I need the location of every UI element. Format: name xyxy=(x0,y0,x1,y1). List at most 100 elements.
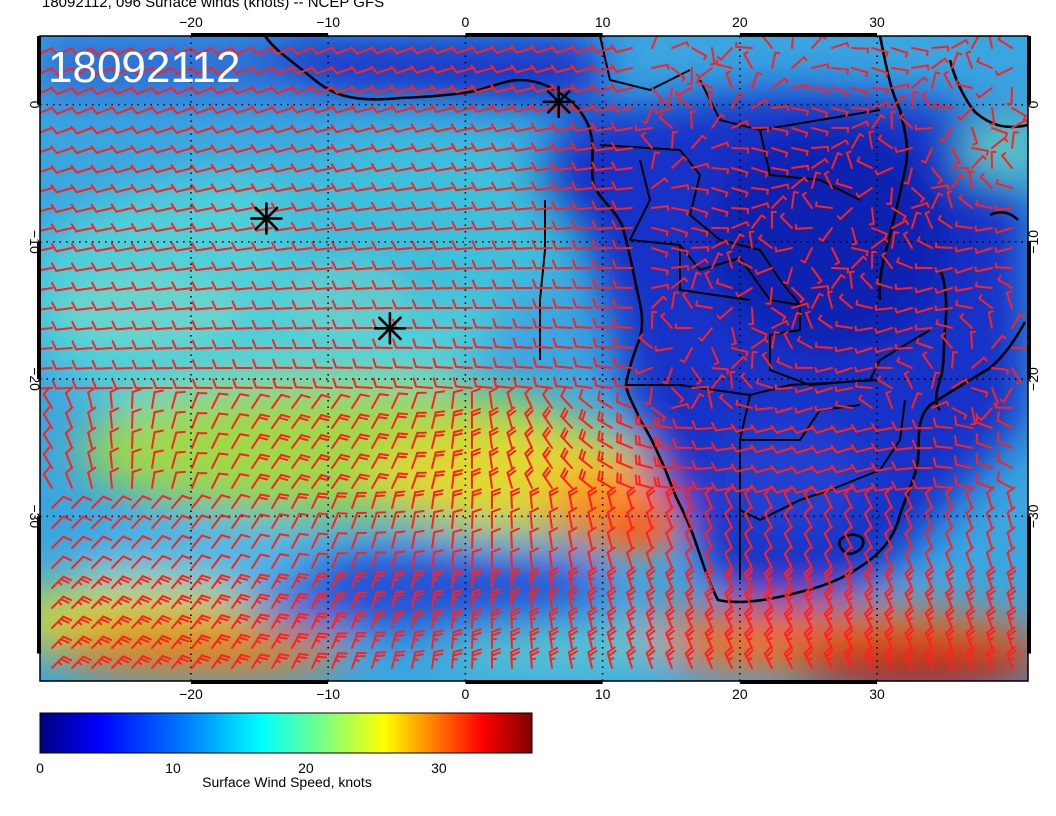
wind-barb xyxy=(51,655,73,669)
wind-barb xyxy=(392,377,413,389)
wind-barb xyxy=(974,225,993,232)
wind-barb xyxy=(903,370,913,389)
wind-barb xyxy=(987,310,994,329)
map-title: 18092112, 096 Surface winds (knots) -- N… xyxy=(42,0,385,11)
wind-barb xyxy=(271,300,293,310)
wind-barb xyxy=(751,202,770,209)
wind-barb xyxy=(935,319,953,329)
wind-barb xyxy=(191,534,212,549)
wind-barb xyxy=(529,587,540,609)
wind-barb xyxy=(230,66,253,75)
wind-barb xyxy=(651,247,669,258)
wind-barb xyxy=(151,281,173,291)
wind-barb xyxy=(870,422,893,432)
wind-barb xyxy=(171,654,192,669)
wind-barb xyxy=(779,212,793,229)
wind-barb xyxy=(890,110,897,129)
wind-barb xyxy=(471,488,482,509)
wind-barb xyxy=(391,279,413,290)
wind-barb xyxy=(391,472,409,489)
wind-barb xyxy=(951,147,961,165)
wind-barb xyxy=(351,221,373,232)
wind-barb xyxy=(691,480,713,491)
wind-barb xyxy=(40,327,53,331)
wind-barb xyxy=(744,486,753,509)
wind-barb xyxy=(791,287,805,303)
wind-barb xyxy=(351,241,373,251)
wind-barb xyxy=(111,340,133,350)
wind-barb xyxy=(471,201,493,211)
wind-barb xyxy=(471,181,493,192)
wind-barb xyxy=(691,47,708,61)
wind-barb xyxy=(651,295,668,309)
wind-barb xyxy=(651,267,669,276)
wind-barb xyxy=(975,199,993,209)
wind-barb xyxy=(616,392,633,409)
wind-barb xyxy=(587,566,598,589)
wind-barb xyxy=(130,125,153,135)
wind-barb xyxy=(891,441,913,451)
wind-barb xyxy=(190,144,213,154)
wind-barb xyxy=(270,85,293,95)
wind-barb xyxy=(270,144,293,154)
wind-barb xyxy=(391,630,406,649)
wind-barb xyxy=(70,106,93,115)
wind-barb xyxy=(151,429,164,449)
wind-barb xyxy=(704,586,715,609)
wind-barb xyxy=(854,366,873,373)
wind-barb xyxy=(331,512,348,529)
wind-barb xyxy=(51,555,73,569)
wind-barb xyxy=(450,45,473,55)
wind-barb xyxy=(390,84,413,94)
wind-barb xyxy=(71,301,93,311)
wind-barb xyxy=(111,555,132,569)
wind-barb xyxy=(665,566,675,589)
wind-barb xyxy=(567,646,578,669)
wind-barb xyxy=(470,142,493,153)
wind-barb xyxy=(724,526,733,549)
wind-barb xyxy=(665,546,674,569)
wind-barb xyxy=(954,435,973,449)
wind-barb xyxy=(506,466,517,489)
wind-barb xyxy=(1011,367,1022,385)
wind-barb xyxy=(751,214,766,229)
wind-barb xyxy=(626,586,636,609)
wind-barb xyxy=(391,299,413,310)
wind-barb xyxy=(130,164,153,174)
wind-barb xyxy=(874,347,893,354)
wind-barb xyxy=(450,64,473,74)
wind-barb xyxy=(590,63,613,73)
wind-barb xyxy=(932,437,953,449)
wind-barb xyxy=(250,124,273,134)
wind-barb xyxy=(803,546,813,569)
wind-barb xyxy=(843,506,853,529)
wind-barb xyxy=(1006,606,1017,629)
wind-barb xyxy=(131,655,152,669)
wind-barb xyxy=(645,526,655,549)
wind-barb xyxy=(653,416,673,429)
wind-barb xyxy=(896,356,913,369)
wind-barb xyxy=(704,270,713,289)
wind-barb xyxy=(894,307,913,314)
wind-barb xyxy=(230,222,253,232)
wind-barb xyxy=(985,526,995,549)
wind-barb xyxy=(171,281,193,291)
wind-barb xyxy=(471,548,482,569)
wind-barb xyxy=(671,131,678,149)
wind-barb xyxy=(911,76,928,89)
wind-barb xyxy=(391,260,413,271)
wind-barb xyxy=(191,452,208,469)
wind-barb xyxy=(691,207,709,218)
colorbar-tick-label: 30 xyxy=(431,760,447,776)
wind-barb xyxy=(251,513,270,529)
wind-barb xyxy=(150,242,173,252)
lon-tick-label-top: −20 xyxy=(179,14,203,30)
wind-barbs xyxy=(40,36,1028,669)
wind-barb xyxy=(560,427,573,449)
wind-barb xyxy=(735,399,753,409)
wind-barb xyxy=(991,334,1007,349)
wind-barb xyxy=(591,239,613,250)
wind-barb xyxy=(51,301,73,312)
wind-barb xyxy=(411,529,425,549)
wind-barb xyxy=(567,546,578,569)
